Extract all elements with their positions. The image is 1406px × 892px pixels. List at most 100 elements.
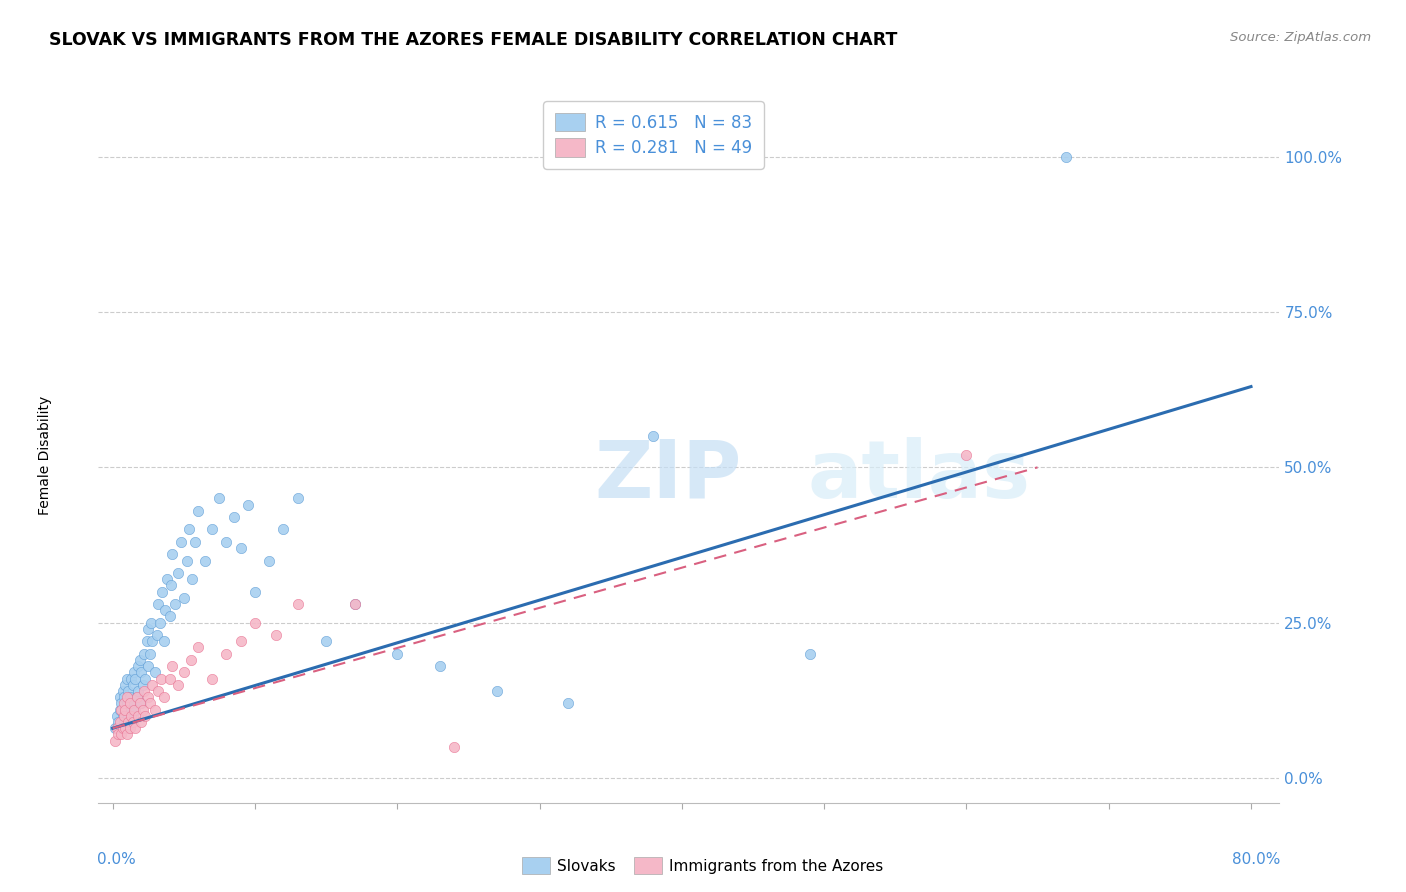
Point <box>215 647 238 661</box>
Point <box>121 708 143 723</box>
Point <box>107 727 129 741</box>
Text: Female Disability: Female Disability <box>38 395 52 515</box>
Point <box>153 690 176 705</box>
Point <box>187 504 209 518</box>
Point <box>131 678 153 692</box>
Point <box>343 597 366 611</box>
Point <box>124 703 146 717</box>
Point <box>111 708 134 723</box>
Point <box>343 597 366 611</box>
Point <box>208 491 231 506</box>
Point <box>120 708 142 723</box>
Point <box>110 697 132 711</box>
Point <box>134 708 156 723</box>
Point <box>114 703 136 717</box>
Point <box>162 547 184 561</box>
Point <box>194 553 217 567</box>
Point <box>315 634 337 648</box>
Point <box>148 684 170 698</box>
Point <box>108 714 131 729</box>
Point <box>236 498 259 512</box>
Point <box>127 659 149 673</box>
Point <box>112 697 135 711</box>
Point <box>181 572 204 586</box>
Text: Source: ZipAtlas.com: Source: ZipAtlas.com <box>1230 31 1371 45</box>
Point <box>125 690 148 705</box>
Point <box>165 597 187 611</box>
Point <box>229 634 252 648</box>
Point <box>120 703 142 717</box>
Point <box>117 708 139 723</box>
Point <box>131 703 153 717</box>
Point <box>132 684 155 698</box>
Point <box>167 678 190 692</box>
Text: SLOVAK VS IMMIGRANTS FROM THE AZORES FEMALE DISABILITY CORRELATION CHART: SLOVAK VS IMMIGRANTS FROM THE AZORES FEM… <box>49 31 897 49</box>
Point <box>129 714 152 729</box>
Point <box>114 678 136 692</box>
Point <box>387 647 409 661</box>
Point <box>139 615 162 630</box>
Point <box>287 597 309 611</box>
Point <box>118 714 141 729</box>
Text: 80.0%: 80.0% <box>1232 852 1281 866</box>
Point <box>173 665 195 680</box>
Point <box>173 591 195 605</box>
Point <box>160 578 183 592</box>
Point <box>114 703 136 717</box>
Point <box>187 640 209 655</box>
Point <box>115 721 138 735</box>
Point <box>153 634 176 648</box>
Point <box>170 534 193 549</box>
Point <box>149 615 172 630</box>
Point <box>229 541 252 555</box>
Point <box>112 714 135 729</box>
Point <box>127 684 149 698</box>
Point <box>134 672 156 686</box>
Point <box>112 690 135 705</box>
Point <box>141 634 163 648</box>
Legend: Slovaks, Immigrants from the Azores: Slovaks, Immigrants from the Azores <box>516 851 890 880</box>
Point <box>201 523 224 537</box>
Point <box>138 697 160 711</box>
Point <box>115 727 138 741</box>
Point <box>955 448 977 462</box>
Point <box>115 672 138 686</box>
Point <box>121 678 143 692</box>
Point <box>129 665 152 680</box>
Point <box>136 622 159 636</box>
Point <box>143 665 166 680</box>
Point <box>118 697 141 711</box>
Point <box>257 553 280 567</box>
Point <box>115 690 138 705</box>
Point <box>215 534 238 549</box>
Point <box>108 690 131 705</box>
Point <box>167 566 190 580</box>
Point <box>110 703 132 717</box>
Point <box>120 672 142 686</box>
Point <box>117 714 139 729</box>
Point <box>124 672 146 686</box>
Point <box>243 615 266 630</box>
Point <box>132 647 155 661</box>
Point <box>145 628 167 642</box>
Point <box>125 690 148 705</box>
Point <box>201 672 224 686</box>
Point <box>799 647 821 661</box>
Point <box>150 672 173 686</box>
Point <box>222 510 245 524</box>
Text: ZIP: ZIP <box>595 437 742 515</box>
Point <box>115 697 138 711</box>
Point <box>143 703 166 717</box>
Point <box>179 523 201 537</box>
Text: 0.0%: 0.0% <box>97 852 136 866</box>
Point <box>557 697 579 711</box>
Point <box>162 659 184 673</box>
Point <box>148 597 170 611</box>
Point <box>128 697 150 711</box>
Point <box>643 429 665 443</box>
Point <box>108 703 131 717</box>
Point <box>112 708 135 723</box>
Point <box>118 690 141 705</box>
Point <box>184 534 207 549</box>
Point <box>122 665 145 680</box>
